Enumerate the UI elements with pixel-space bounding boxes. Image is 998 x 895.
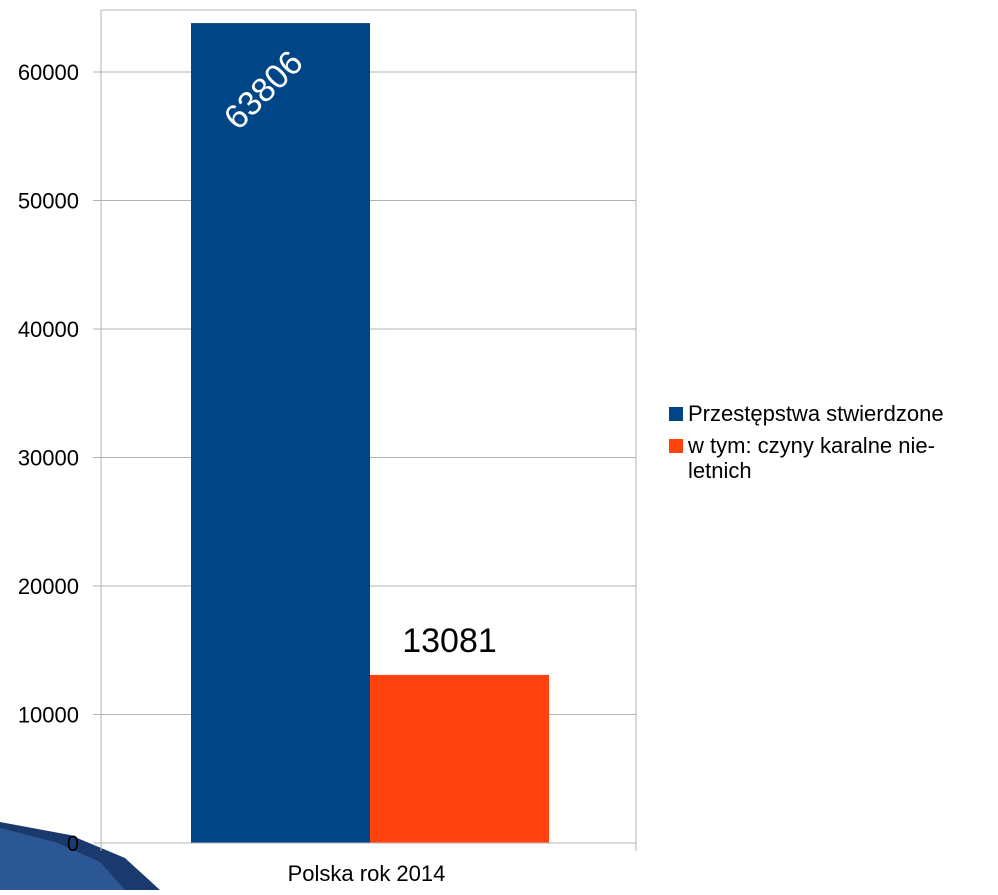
y-tick-label: 60000 [18,60,79,85]
x-category-label: Polska rok 2014 [288,861,446,886]
bar [370,674,549,843]
y-tick-label: 10000 [18,703,79,728]
legend: Przestępstwa stwierdzone w tym: czyny ka… [669,401,989,490]
y-tick-label: 40000 [18,317,79,342]
y-tick-label: 0 [67,831,79,856]
legend-swatch-blue [669,407,683,421]
legend-label: Przestępstwa stwierdzone [688,401,944,426]
legend-swatch-orange [669,439,683,453]
y-tick-label: 20000 [18,574,79,599]
bar [191,23,370,844]
legend-label: w tym: czyny karalne nie-letnich [688,433,935,483]
y-tick-label: 30000 [18,446,79,471]
legend-item-przestepstwa: Przestępstwa stwierdzone [669,401,989,426]
y-tick-label: 50000 [18,189,79,214]
decorative-corner-highlight [0,828,125,890]
bars [191,23,549,844]
axes [93,9,637,851]
data-label: 13081 [402,622,497,660]
legend-item-czyny-karalne: w tym: czyny karalne nie-letnich [669,433,989,483]
